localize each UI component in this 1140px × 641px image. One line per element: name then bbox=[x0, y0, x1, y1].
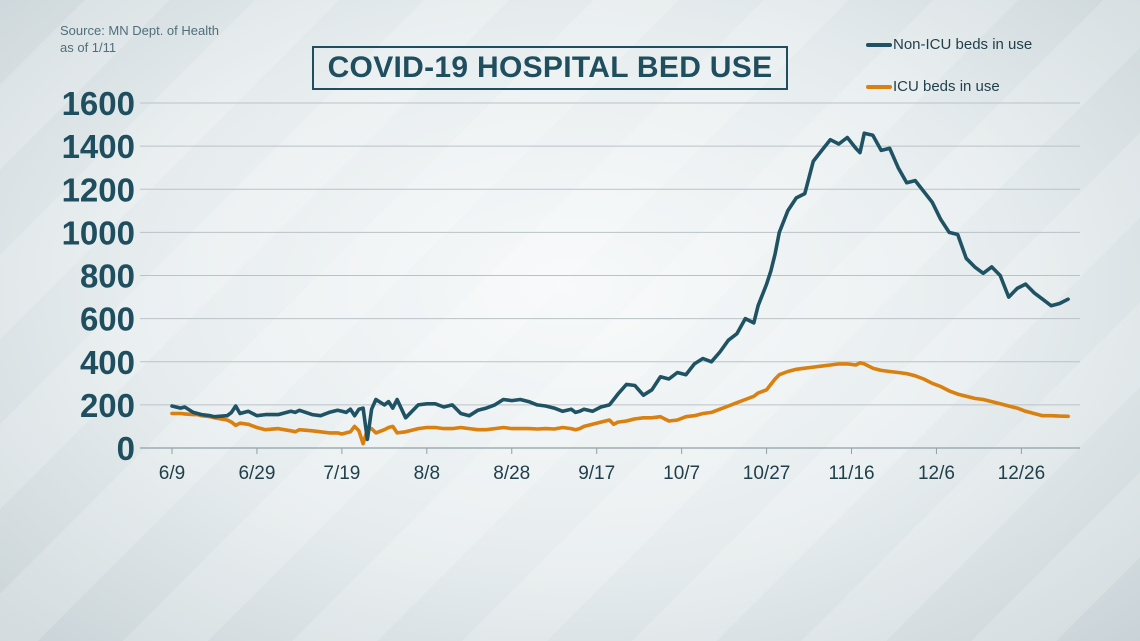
x-axis: 6/9 6/29 7/19 8/8 8/28 9/17 10/7 10/27 11/16 12/6… bbox=[159, 448, 1045, 484]
series-line-non-icu bbox=[170, 131, 1070, 442]
y-tick-label: 1400 bbox=[62, 128, 135, 165]
chart-title: COVID-19 HOSPITAL BED USE bbox=[327, 51, 773, 84]
chart-title-box: COVID-19 HOSPITAL BED USE bbox=[312, 46, 788, 90]
x-tick-label: 9/17 bbox=[578, 463, 615, 484]
x-tick-label: 12/6 bbox=[918, 463, 955, 484]
x-tick-label: 8/28 bbox=[493, 463, 530, 484]
y-tick-label: 1200 bbox=[62, 171, 135, 208]
series-lines bbox=[170, 131, 1070, 446]
x-tick-label: 10/7 bbox=[663, 463, 700, 484]
legend-label-non-icu: Non-ICU beds in use bbox=[893, 36, 1033, 53]
y-tick-label: 0 bbox=[117, 430, 135, 467]
y-tick-label: 1600 bbox=[62, 85, 135, 122]
x-tick-label: 11/16 bbox=[828, 463, 874, 484]
legend-item-icu: ICU beds in use bbox=[866, 78, 1000, 95]
y-tick-label: 800 bbox=[80, 258, 135, 295]
source-line: Source: MN Dept. of Health bbox=[60, 23, 219, 38]
y-axis: 0 200 400 600 800 1000 1200 1400 1600 bbox=[62, 85, 135, 467]
legend-swatch-icu bbox=[866, 84, 892, 89]
legend-swatch-non-icu bbox=[866, 42, 892, 47]
legend-item-non-icu: Non-ICU beds in use bbox=[866, 36, 1032, 53]
legend-label-icu: ICU beds in use bbox=[893, 78, 1000, 95]
x-tick-label: 12/26 bbox=[998, 463, 1046, 484]
y-tick-label: 1000 bbox=[62, 214, 135, 251]
x-tick-label: 6/9 bbox=[159, 463, 185, 484]
y-tick-label: 600 bbox=[80, 301, 135, 338]
y-tick-label: 400 bbox=[80, 344, 135, 381]
series-line-icu bbox=[170, 360, 1070, 446]
y-tick-label: 200 bbox=[80, 387, 135, 424]
x-tick-label: 10/27 bbox=[743, 463, 791, 484]
x-tick-label: 6/29 bbox=[238, 463, 275, 484]
source-note: Source: MN Dept. of Health as of 1/11 bbox=[60, 22, 219, 56]
x-tick-label: 8/8 bbox=[414, 463, 440, 484]
gridlines bbox=[140, 102, 1080, 449]
as-of-line: as of 1/11 bbox=[60, 40, 117, 55]
x-tick-label: 7/19 bbox=[323, 463, 360, 484]
